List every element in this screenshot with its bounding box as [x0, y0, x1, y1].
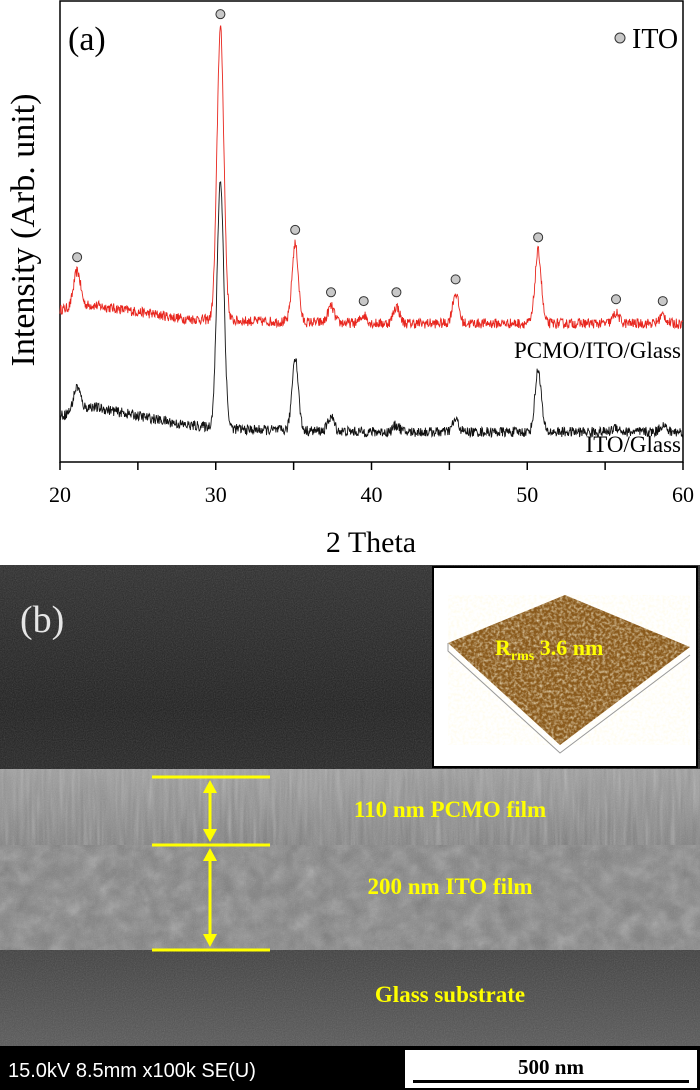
x-tick-label: 20	[49, 482, 71, 507]
legend-label-ito: ITO	[632, 24, 678, 55]
ito-peak-marker	[358, 296, 369, 307]
x-tick-label: 40	[361, 482, 383, 507]
ito-peak-markers	[72, 9, 668, 307]
panel-label-a: (a)	[68, 21, 106, 58]
sem-parameters: 15.0kV 8.5mm x100k SE(U)	[8, 1060, 256, 1082]
series-line-0	[59, 25, 684, 330]
scale-bar-label: 500 nm	[518, 1055, 584, 1079]
ito-peak-marker	[533, 232, 544, 243]
ito-peak-marker	[290, 224, 301, 235]
series-label-pcmo: PCMO/ITO/Glass	[514, 338, 681, 363]
y-axis-label: Intensity (Arb. unit)	[5, 94, 42, 367]
ito-peak-marker	[391, 287, 402, 298]
pcmo-film-label: 110 nm PCMO film	[354, 797, 546, 822]
series-line-1	[59, 181, 683, 439]
x-axis-ticks: 20 30 40 50 60	[49, 462, 694, 507]
legend-marker-ito	[614, 32, 626, 44]
ito-peak-marker	[611, 294, 622, 305]
x-axis-label: 2 Theta	[326, 526, 416, 559]
scale-bar	[413, 1080, 689, 1083]
ito-peak-marker	[215, 9, 226, 20]
series-group	[59, 25, 684, 439]
sem-info-bar: 15.0kV 8.5mm x100k SE(U) 500 nm	[0, 1046, 700, 1090]
sem-image-panel: (b) Rrms 3.6 nm 110 nm PCMO film 200 nm …	[0, 565, 700, 1090]
plot-frame	[59, 0, 684, 463]
panel-label-b: (b)	[20, 599, 64, 641]
x-tick-label: 50	[516, 482, 538, 507]
ito-peak-marker	[72, 252, 83, 263]
ito-peak-marker	[657, 296, 668, 307]
afm-inset: Rrms 3.6 nm	[432, 566, 698, 768]
ito-peak-marker	[450, 274, 461, 285]
thickness-annotations	[152, 775, 270, 952]
x-tick-label: 30	[205, 482, 227, 507]
glass-substrate-label: Glass substrate	[375, 982, 525, 1007]
xrd-chart: 20 30 40 50 60 (a) ITO PCMO/ITO/Glass ITO/Gl…	[5, 0, 694, 559]
afm-roughness-label: Rrms 3.6 nm	[495, 635, 603, 664]
ito-film-label: 200 nm ITO film	[367, 874, 532, 899]
series-label-ito: ITO/Glass	[586, 432, 681, 457]
x-tick-label: 60	[672, 482, 694, 507]
ito-peak-marker	[326, 287, 337, 298]
